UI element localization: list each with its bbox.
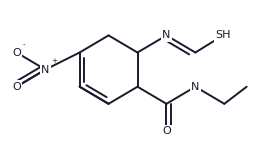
Text: -: - [22,41,25,47]
Text: N: N [191,82,200,92]
Text: N: N [41,65,50,75]
Text: O: O [12,82,21,92]
Text: N: N [162,30,170,40]
Text: SH: SH [215,30,231,40]
Text: O: O [12,47,21,58]
Text: O: O [162,126,171,136]
Text: +: + [51,58,57,64]
